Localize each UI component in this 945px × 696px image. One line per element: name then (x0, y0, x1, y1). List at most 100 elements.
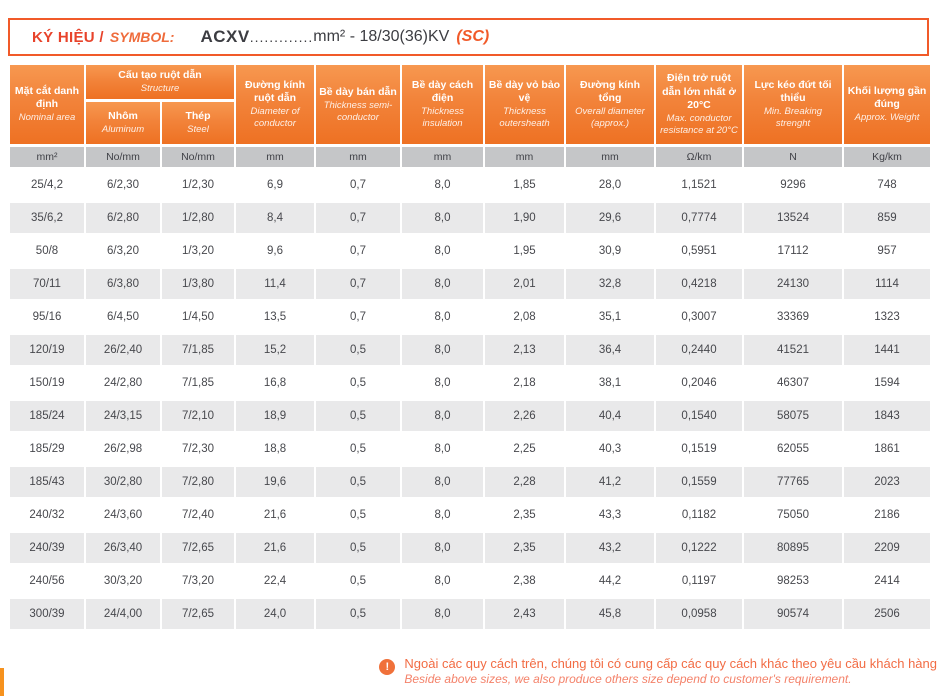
table-cell: 95/16 (10, 302, 84, 332)
unit-cell: No/mm (86, 147, 160, 167)
table-cell: 0,1540 (656, 401, 743, 431)
table-cell: 8,0 (402, 566, 484, 596)
table-cell: 21,6 (236, 500, 315, 530)
table-cell: 1441 (844, 335, 931, 365)
header-en: Steel (187, 124, 209, 136)
table-cell: 0,5 (316, 566, 401, 596)
table-row: 120/19 26/2,40 7/1,85 15,2 0,5 8,0 2,13 36,4 0,2… (10, 335, 931, 365)
header-en: Structure (140, 83, 180, 95)
col-header-max-resistance: Điện trở ruột dẫn lớn nhất ở 20°C Max. c… (656, 65, 743, 144)
header-vi: Bề dày bán dẫn (319, 85, 397, 98)
table-cell: 2186 (844, 500, 931, 530)
header-vi: Đường kính tổng (580, 79, 640, 105)
table-cell: 40,3 (566, 434, 655, 464)
table-cell: 16,8 (236, 368, 315, 398)
table-cell: 6/3,20 (86, 236, 160, 266)
header-vi: Đường kính ruột dẫn (245, 79, 305, 105)
table-cell: 17112 (744, 236, 843, 266)
table-cell: 8,0 (402, 401, 484, 431)
table-cell: 2506 (844, 599, 931, 629)
header-vi: Nhôm (108, 110, 138, 122)
table-row: 70/11 6/3,80 1/3,80 11,4 0,7 8,0 2,01 32,8 0,421… (10, 269, 931, 299)
table-cell: 44,2 (566, 566, 655, 596)
table-cell: 0,5 (316, 368, 401, 398)
table-cell: 1861 (844, 434, 931, 464)
table-cell: 0,2046 (656, 368, 743, 398)
col-header-structure: Cấu tạo ruột dẫn Structure (86, 65, 235, 99)
table-cell: 2,35 (485, 500, 565, 530)
unit-cell: N (744, 147, 843, 167)
table-cell: 1/3,20 (162, 236, 235, 266)
table-cell: 0,1197 (656, 566, 743, 596)
table-cell: 1,95 (485, 236, 565, 266)
unit-cell: mm (566, 147, 655, 167)
table-cell: 1323 (844, 302, 931, 332)
page-edge-accent (0, 668, 4, 696)
table-cell: 0,7 (316, 236, 401, 266)
symbol-label-en: SYMBOL: (109, 29, 175, 45)
table-cell: 25/4,2 (10, 170, 84, 200)
table-cell: 0,5 (316, 434, 401, 464)
table-cell: 24/3,60 (86, 500, 160, 530)
table-cell: 33369 (744, 302, 843, 332)
unit-cell: mm (316, 147, 401, 167)
table-cell: 8,0 (402, 236, 484, 266)
header-vi: Thép (185, 110, 211, 122)
col-header-aluminum: Nhôm Aluminum (86, 102, 160, 144)
table-cell: 6,9 (236, 170, 315, 200)
table-cell: 2,25 (485, 434, 565, 464)
table-cell: 8,0 (402, 599, 484, 629)
table-row: 185/24 24/3,15 7/2,10 18,9 0,5 8,0 2,26 40,4 0,1… (10, 401, 931, 431)
header-en: Diameter of conductor (250, 106, 300, 130)
table-cell: 185/43 (10, 467, 84, 497)
unit-cell: No/mm (162, 147, 235, 167)
table-cell: 62055 (744, 434, 843, 464)
table-cell: 15,2 (236, 335, 315, 365)
table-cell: 18,8 (236, 434, 315, 464)
unit-cell: mm (485, 147, 565, 167)
unit-cell: Kg/km (844, 147, 931, 167)
footer-note-vi: Ngoài các quy cách trên, chúng tôi có cu… (404, 656, 937, 671)
table-cell: 8,0 (402, 368, 484, 398)
table-cell: 2,38 (485, 566, 565, 596)
table-cell: 0,4218 (656, 269, 743, 299)
table-cell: 0,7 (316, 170, 401, 200)
spec-table: Mặt cắt danh định Nominal area Cấu tạo r… (8, 62, 933, 632)
table-cell: 7/2,40 (162, 500, 235, 530)
table-cell: 6/4,50 (86, 302, 160, 332)
table-row: 35/6,2 6/2,80 1/2,80 8,4 0,7 8,0 1,90 29,6 0,777… (10, 203, 931, 233)
spec-table-body: 25/4,2 6/2,30 1/2,30 6,9 0,7 8,0 1,85 28,0 1,152… (10, 170, 931, 629)
table-cell: 80895 (744, 533, 843, 563)
table-cell: 35/6,2 (10, 203, 84, 233)
table-cell: 7/2,30 (162, 434, 235, 464)
header-vi: Cấu tạo ruột dẫn (118, 69, 202, 81)
table-row: 240/39 26/3,40 7/2,65 21,6 0,5 8,0 2,35 43,2 0,1… (10, 533, 931, 563)
col-header-steel: Thép Steel (162, 102, 235, 144)
table-cell: 13524 (744, 203, 843, 233)
table-cell: 2209 (844, 533, 931, 563)
table-cell: 41521 (744, 335, 843, 365)
header-en: Approx. Weight (854, 112, 920, 124)
units-row: mm² No/mm No/mm mm mm mm mm mm Ω/km N Kg… (10, 147, 931, 167)
table-cell: 2,13 (485, 335, 565, 365)
table-cell: 24/2,80 (86, 368, 160, 398)
table-cell: 8,0 (402, 533, 484, 563)
dotted-leader: ............. (249, 29, 314, 45)
col-header-approx-weight: Khối lượng gần đúng Approx. Weight (844, 65, 931, 144)
table-cell: 36,4 (566, 335, 655, 365)
table-row: 25/4,2 6/2,30 1/2,30 6,9 0,7 8,0 1,85 28,0 1,152… (10, 170, 931, 200)
table-cell: 0,5 (316, 335, 401, 365)
table-cell: 2,26 (485, 401, 565, 431)
table-cell: 0,1222 (656, 533, 743, 563)
table-cell: 30/3,20 (86, 566, 160, 596)
table-cell: 7/2,10 (162, 401, 235, 431)
table-cell: 13,5 (236, 302, 315, 332)
table-cell: 30,9 (566, 236, 655, 266)
symbol-bar: KÝ HIỆU / SYMBOL: ACXV ............. mm²… (8, 18, 929, 56)
header-vi: Bề dày vỏ bảo vệ (488, 79, 561, 105)
table-cell: 24130 (744, 269, 843, 299)
table-cell: 0,0958 (656, 599, 743, 629)
header-en: Nominal area (18, 112, 76, 124)
table-cell: 7/2,65 (162, 533, 235, 563)
